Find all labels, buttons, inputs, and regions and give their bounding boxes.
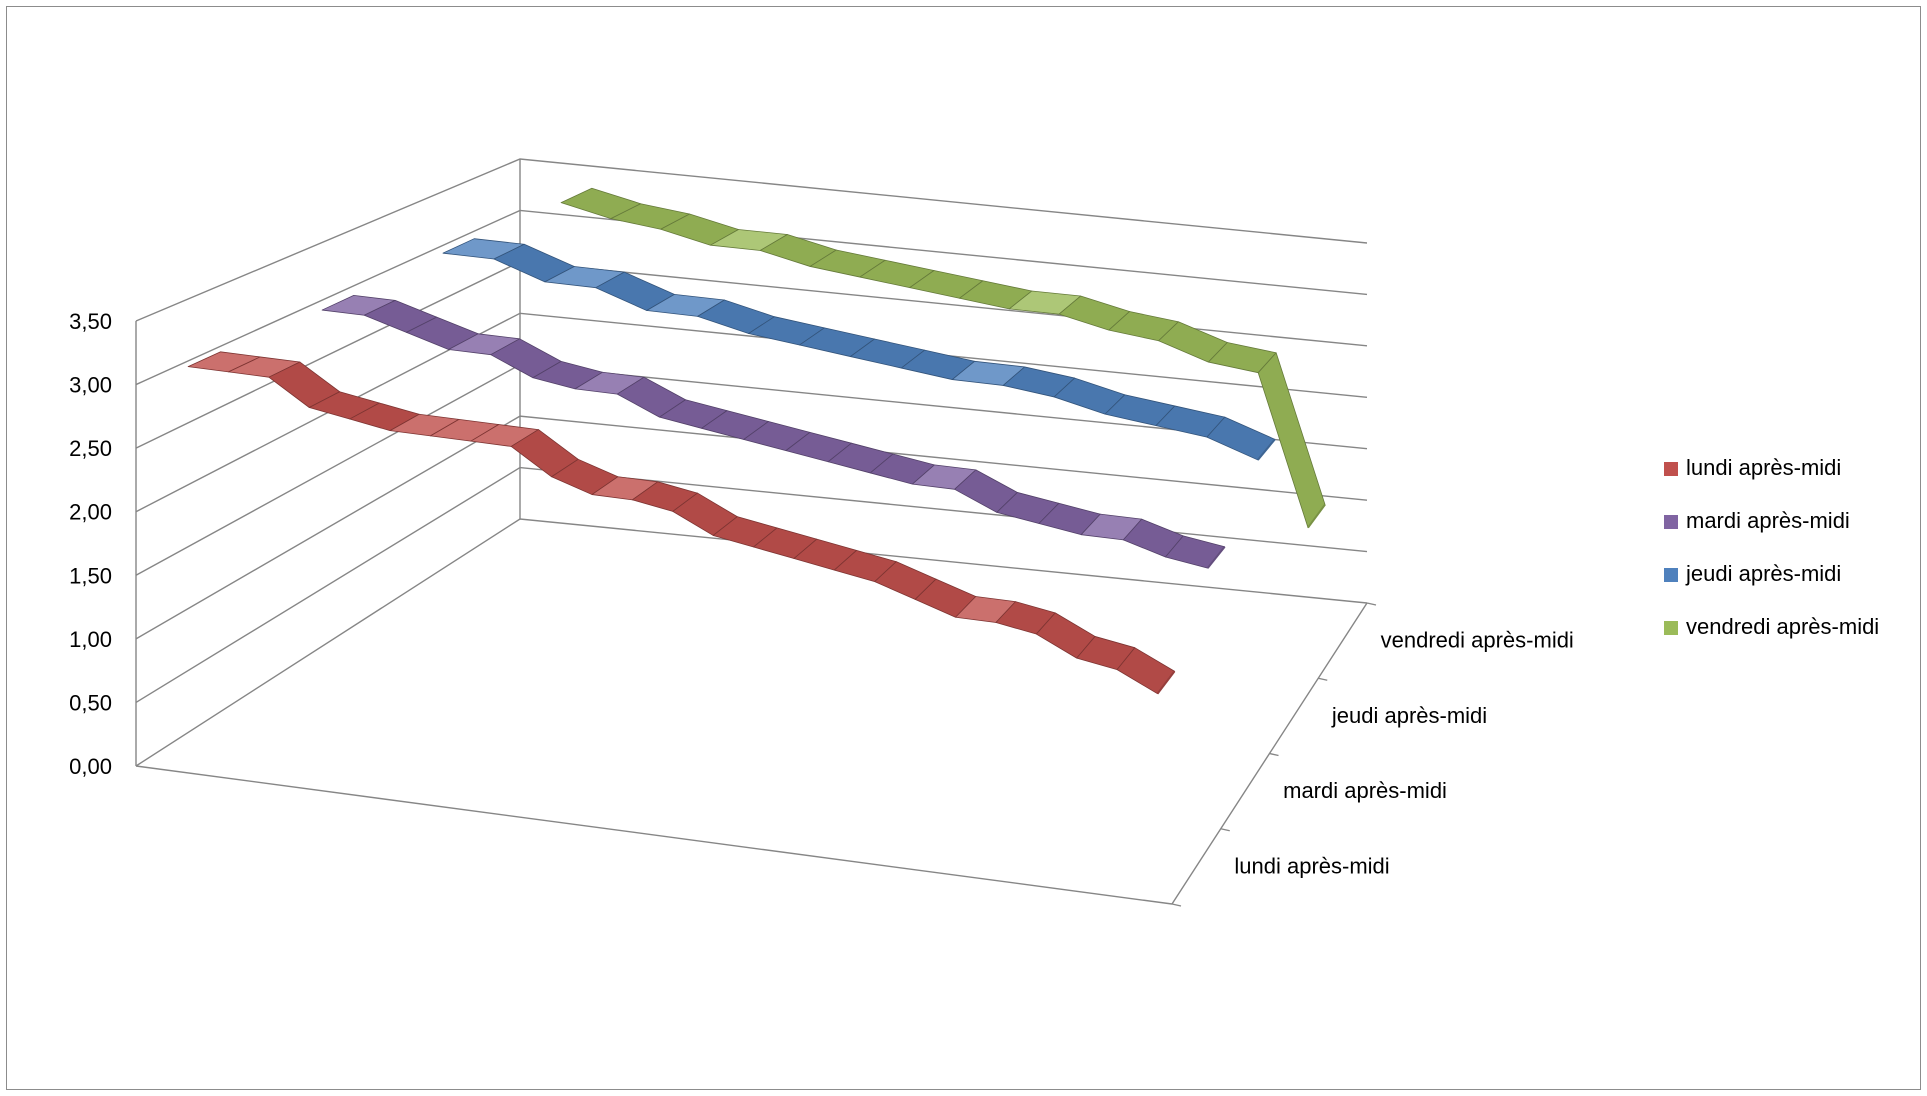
series-4-end-cap [1307, 503, 1326, 529]
y-tick-label: 3,00 [69, 373, 112, 398]
y-tick-label: 1,50 [69, 563, 112, 588]
depth-tick [1318, 677, 1328, 681]
depth-tick [1171, 903, 1182, 907]
y-tick-label: 0,50 [69, 690, 112, 715]
depth-tick-label: mardi après-midi [1283, 778, 1447, 803]
legend-swatch [1664, 515, 1678, 529]
y-tick-label: 0,00 [69, 754, 112, 779]
y-tick-label: 2,50 [69, 436, 112, 461]
legend-item: jeudi après-midi [1664, 561, 1841, 586]
depth-tick-label: vendredi après-midi [1381, 628, 1574, 653]
depth-tick [1269, 752, 1279, 757]
depth-tick-label: jeudi après-midi [1331, 703, 1487, 728]
legend: lundi après-midi mardi après-midi jeudi ap… [1664, 455, 1879, 639]
chart-frame [6, 6, 1921, 1090]
series-1-ribbon [187, 351, 1176, 695]
legend-label: mardi après-midi [1686, 508, 1850, 533]
series-3-end-cap [1257, 438, 1276, 461]
series-3-ribbon [442, 238, 1276, 461]
y-tick-label: 1,00 [69, 627, 112, 652]
series-4-ribbon [560, 187, 1326, 529]
legend-label: vendredi après-midi [1686, 614, 1879, 639]
depth-tick [1366, 602, 1377, 606]
legend-item: vendredi après-midi [1664, 614, 1879, 639]
series-1-end-cap [1156, 670, 1176, 695]
legend-label: lundi après-midi [1686, 455, 1841, 480]
legend-swatch [1664, 621, 1678, 635]
y-tick-label: 2,00 [69, 500, 112, 525]
depth-tick-label: lundi après-midi [1234, 853, 1389, 878]
legend-item: lundi après-midi [1664, 455, 1841, 480]
series-2-ribbon [321, 294, 1226, 569]
legend-item: mardi après-midi [1664, 508, 1850, 533]
x-axis-line [135, 765, 1173, 905]
y-tick-label: 3,50 [69, 309, 112, 334]
legend-swatch [1664, 462, 1678, 476]
depth-tick [1220, 828, 1230, 832]
legend-label: jeudi après-midi [1685, 561, 1841, 586]
legend-swatch [1664, 568, 1678, 582]
series-2-end-cap [1206, 546, 1226, 569]
